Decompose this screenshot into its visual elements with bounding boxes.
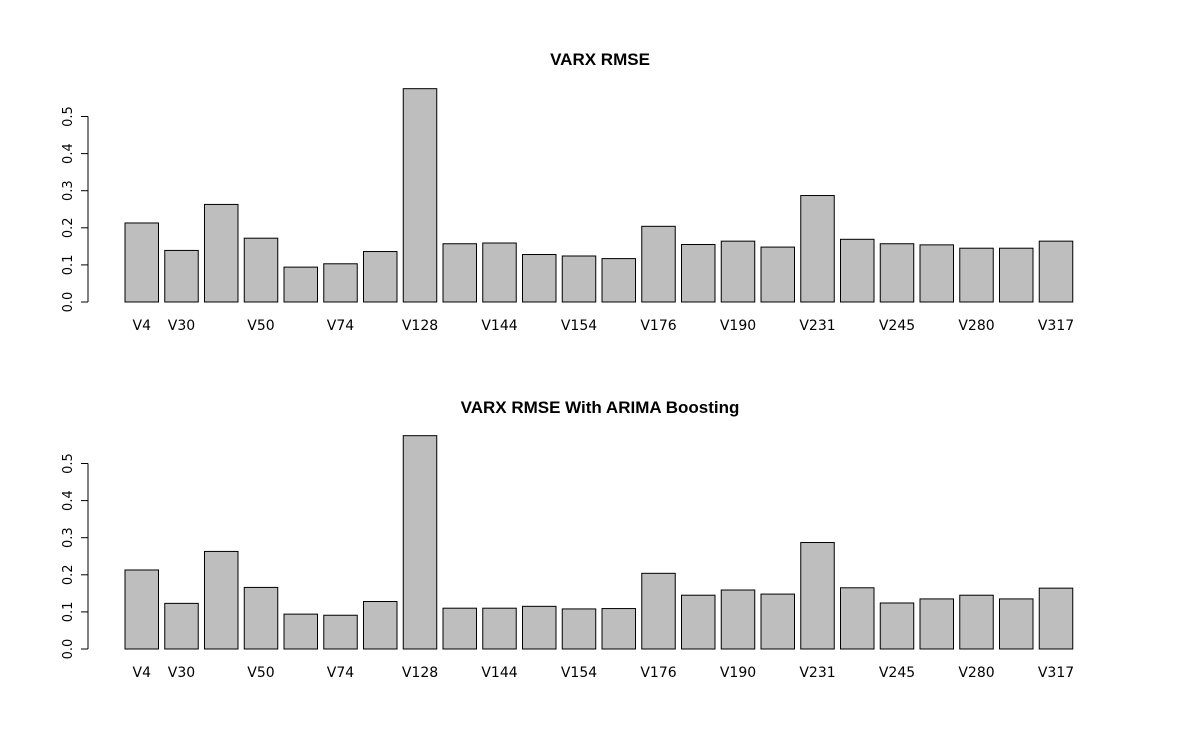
bar-V50: [243, 237, 279, 303]
x-category-label: V190: [720, 665, 756, 681]
y-tick-label: 0.1: [61, 602, 76, 623]
x-category-label: V128: [402, 665, 438, 681]
bar-unlabeled-10: [522, 605, 557, 650]
bar-unlabeled-14: [681, 594, 716, 650]
x-category-label: V317: [1038, 318, 1074, 334]
x-category-label: V74: [327, 665, 354, 681]
x-category-label: V176: [640, 318, 676, 334]
y-tick-label: 0.1: [61, 255, 76, 276]
chart-title: VARX RMSE With ARIMA Boosting: [461, 398, 740, 417]
bar-unlabeled-16: [760, 593, 795, 650]
x-category-label: V154: [561, 665, 597, 681]
bar-unlabeled-4: [283, 613, 318, 650]
bar-unlabeled-18: [840, 238, 875, 303]
x-category-label: V30: [168, 665, 195, 681]
bar-unlabeled-12: [601, 608, 636, 650]
x-category-label: V144: [481, 318, 517, 334]
y-tick-label: 0.0: [61, 639, 76, 660]
bar-V30: [164, 249, 199, 303]
bar-V280: [959, 247, 994, 303]
chart-title: VARX RMSE: [550, 50, 650, 69]
bar-unlabeled-4: [283, 266, 318, 303]
bar-unlabeled-8: [442, 243, 477, 303]
y-tick-label: 0.3: [61, 527, 76, 548]
x-category-label: V50: [247, 665, 274, 681]
bar-unlabeled-8: [442, 607, 477, 650]
x-category-label: V245: [879, 665, 915, 681]
bar-unlabeled-18: [840, 587, 875, 650]
bar-V231: [800, 542, 835, 650]
bar-V176: [641, 225, 676, 303]
bar-V50: [243, 586, 279, 650]
x-category-label: V128: [402, 318, 438, 334]
bar-unlabeled-6: [363, 251, 398, 303]
x-category-label: V154: [561, 318, 597, 334]
y-tick-label: 0.2: [61, 564, 76, 585]
bar-unlabeled-14: [681, 243, 716, 303]
x-category-label: V30: [168, 318, 195, 334]
bar-unlabeled-6: [363, 601, 398, 650]
bar-V190: [720, 589, 756, 650]
x-category-label: V245: [879, 318, 915, 334]
bar-V74: [323, 263, 358, 303]
y-tick-label: 0.0: [61, 292, 76, 313]
bar-V176: [641, 572, 676, 650]
bar-unlabeled-22: [999, 247, 1034, 303]
x-category-label: V74: [327, 318, 354, 334]
bar-V231: [800, 195, 835, 303]
bar-unlabeled-20: [919, 598, 954, 650]
bar-unlabeled-10: [522, 254, 557, 303]
bar-unlabeled-16: [760, 246, 795, 303]
bar-unlabeled-20: [919, 244, 954, 303]
bar-V154: [561, 608, 597, 650]
x-category-label: V280: [958, 665, 994, 681]
bar-V154: [561, 255, 597, 303]
bar-unlabeled-12: [601, 258, 636, 303]
x-category-label: V317: [1038, 665, 1074, 681]
bar-V128: [402, 88, 438, 303]
y-tick-label: 0.2: [61, 217, 76, 238]
bar-V74: [323, 614, 358, 650]
bar-V190: [720, 240, 756, 303]
y-tick-label: 0.3: [61, 180, 76, 201]
bar-V144: [482, 607, 517, 650]
x-category-label: V280: [958, 318, 994, 334]
y-tick-label: 0.5: [61, 106, 76, 127]
x-category-label: V4: [133, 665, 152, 681]
y-tick-label: 0.4: [61, 143, 76, 164]
bar-V30: [164, 602, 199, 650]
bar-V4: [124, 222, 159, 303]
x-category-label: V144: [481, 665, 517, 681]
x-category-label: V231: [799, 665, 835, 681]
bar-V317: [1038, 587, 1074, 650]
bar-V4: [124, 569, 159, 650]
bar-unlabeled-2: [204, 203, 239, 303]
x-category-label: V4: [133, 318, 152, 334]
y-tick-label: 0.4: [61, 490, 76, 511]
bar-unlabeled-2: [204, 550, 239, 650]
bar-V317: [1038, 240, 1074, 303]
bar-V144: [482, 242, 517, 303]
panel-varx-rmse: VARX RMSE 0.0 0.1 0.2 0.3 0.4 0.5 V4 V30 V50 V74 V…: [61, 50, 1074, 334]
x-category-label: V176: [640, 665, 676, 681]
bar-V128: [402, 435, 438, 650]
bar-V280: [959, 594, 994, 650]
bar-unlabeled-22: [999, 598, 1034, 650]
x-category-label: V190: [720, 318, 756, 334]
y-tick-label: 0.5: [61, 453, 76, 474]
x-category-label: V231: [799, 318, 835, 334]
x-category-label: V50: [247, 318, 274, 334]
bar-V245: [879, 243, 915, 303]
bar-V245: [879, 602, 915, 650]
panel-varx-rmse-arima: VARX RMSE With ARIMA Boosting 0.0 0.1 0.2 0…: [61, 398, 1074, 681]
